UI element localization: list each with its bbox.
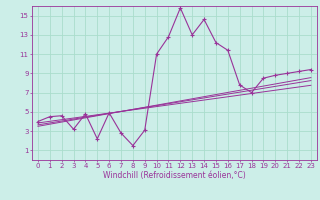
X-axis label: Windchill (Refroidissement éolien,°C): Windchill (Refroidissement éolien,°C) (103, 171, 246, 180)
